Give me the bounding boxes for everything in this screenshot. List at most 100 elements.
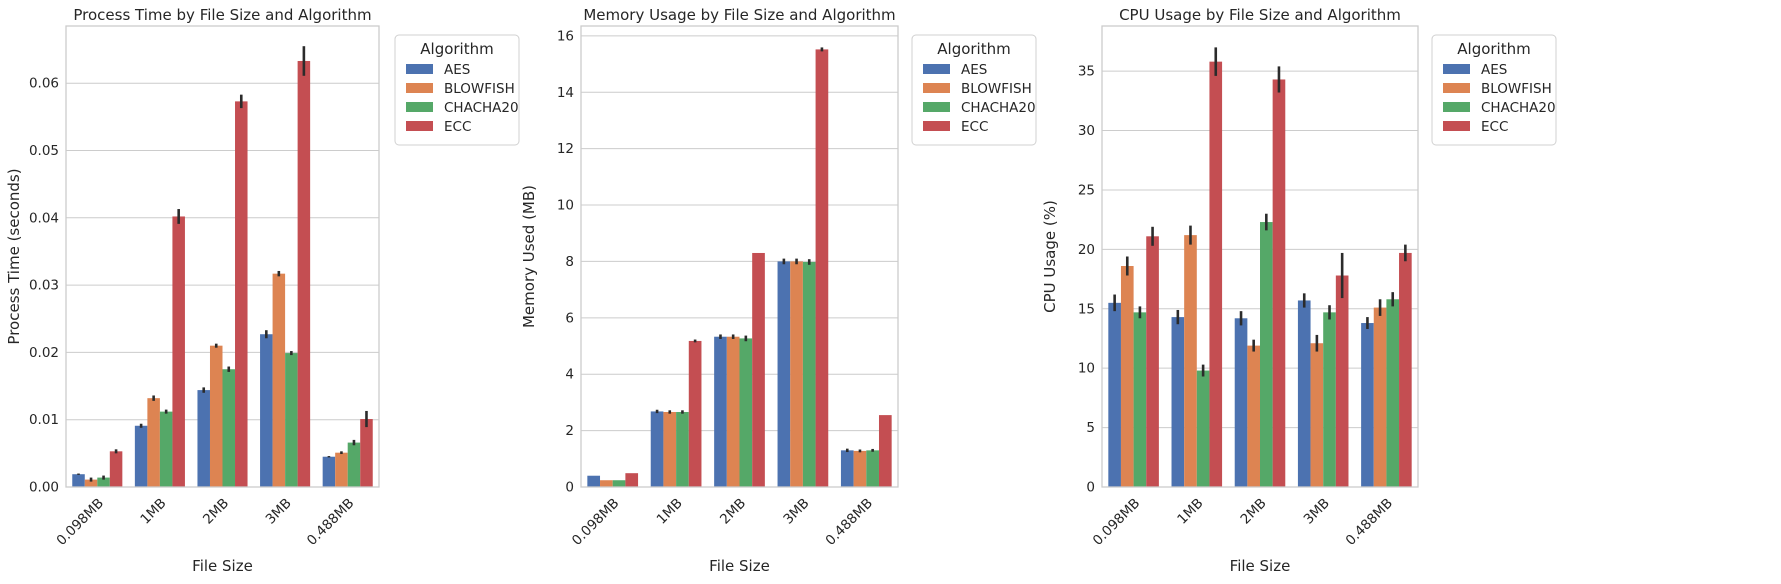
x-tick-label: 1MB [1174,495,1206,527]
legend-swatch-ecc [923,121,950,131]
bar-aes-0.098MB [72,474,85,487]
x-tick-label: 2MB [200,495,232,527]
bar-blowfish-1MB [1184,235,1197,487]
legend-swatch-aes [406,64,433,74]
y-tick-label: 4 [565,367,574,383]
bar-ecc-2MB [752,252,765,487]
x-tick-label: 0.488MB [823,495,876,548]
bar-chacha20-0.488MB [866,450,879,487]
legend-box [911,34,1037,146]
bar-chacha20-3MB [285,353,298,487]
y-tick-label: 10 [1078,361,1095,377]
bar-blowfish-1MB [663,411,677,487]
legend-label-chacha20: CHACHA20 [961,100,1036,116]
legend: Algorithm AES BLOWFISH CHACHA20 ECC [911,34,1037,146]
bar-blowfish-2MB [1247,345,1260,487]
bar-blowfish-0.098MB [600,480,613,487]
y-tick-label: 0.00 [29,480,59,496]
bar-aes-0.098MB [587,475,601,487]
legend-swatch-blowfish [923,83,950,93]
bar-ecc-0.098MB [109,451,123,487]
chart-title: Memory Usage by File Size and Algorithm [583,6,895,24]
bar-blowfish-3MB [272,273,286,487]
x-tick-label: 2MB [1237,495,1269,527]
bar-ecc-2MB [235,101,248,487]
bar-aes-2MB [1234,318,1248,487]
y-tick-label: 0.01 [29,412,59,428]
y-tick-label: 0.05 [29,143,59,159]
x-tick-label: 0.488MB [1343,495,1396,548]
legend-title: Algorithm [937,40,1010,58]
axes-frame [580,25,899,488]
chart-panel-3: 0 5 10 15 20 25 30 35 0.098MB 1MB 2MB 3MB 0.488MB CPU… [1041,6,1557,575]
legend-label-aes: AES [961,62,987,78]
bar-blowfish-2MB [726,336,740,487]
legend-swatch-chacha20 [1443,102,1470,112]
bar-chacha20-0.098MB [97,477,110,487]
bar-aes-1MB [134,425,148,487]
bar-blowfish-3MB [1310,343,1324,487]
chart-panel-1: 0.00 0.01 0.02 0.03 0.04 0.05 0.06 0.098MB 1MB 2M… [5,6,520,575]
bar-ecc-3MB [297,60,311,488]
bar-aes-1MB [1171,317,1185,487]
bar-ecc-1MB [1209,61,1223,488]
x-tick-label: 0.098MB [569,495,622,548]
legend-swatch-aes [1443,64,1470,74]
bar-blowfish-0.098MB [1120,266,1134,487]
y-tick-label: 0.06 [29,76,59,92]
bar-blowfish-2MB [209,345,223,487]
bar-ecc-1MB [688,340,702,487]
y-tick-label: 6 [565,310,574,326]
bar-blowfish-0.488MB [853,450,867,487]
x-tick-label: 0.488MB [304,495,357,548]
legend-swatch-blowfish [1443,83,1470,93]
legend-swatch-ecc [1443,121,1470,131]
bar-aes-2MB [197,390,210,487]
x-axis-label: File Size [192,557,253,575]
bar-blowfish-1MB [147,398,160,487]
x-tick-label: 0.098MB [54,495,107,548]
bar-aes-0.488MB [840,450,854,487]
bar-chacha20-2MB [1260,222,1273,487]
chart-panel-2: 0 2 4 6 8 10 12 14 16 0.098MB 1MB 2MB 3MB 0.488MB Memo… [520,6,1037,575]
bar-ecc-0.488MB [360,419,373,487]
legend-swatch-chacha20 [406,102,433,112]
y-axis-label: Process Time (seconds) [5,168,23,344]
bar-blowfish-0.098MB [84,479,98,487]
y-tick-label: 16 [557,28,574,44]
bar-aes-3MB [777,261,791,487]
y-tick-label: 2 [565,423,574,439]
bar-ecc-0.098MB [1146,236,1159,487]
bar-chacha20-3MB [1323,312,1336,487]
y-tick-label: 8 [565,254,574,270]
y-tick-label: 5 [1086,420,1095,436]
legend-label-chacha20: CHACHA20 [444,100,519,116]
legend-label-blowfish: BLOWFISH [1481,81,1552,97]
y-tick-label: 0 [1086,480,1095,496]
bar-blowfish-0.488MB [335,452,348,487]
legend-label-aes: AES [444,62,470,78]
legend-label-blowfish: BLOWFISH [444,81,515,97]
legend-swatch-blowfish [406,83,433,93]
legend-title: Algorithm [1457,40,1530,58]
x-tick-label: 3MB [263,495,295,527]
legend-swatch-chacha20 [923,102,950,112]
y-tick-label: 25 [1078,182,1095,198]
y-tick-label: 30 [1078,123,1095,139]
bar-aes-3MB [1297,300,1311,487]
x-tick-label: 0.098MB [1090,495,1143,548]
x-axis-label: File Size [1230,557,1291,575]
bar-ecc-1MB [172,216,185,487]
bar-chacha20-0.098MB [1133,312,1147,487]
bar-chacha20-2MB [222,369,236,487]
bar-ecc-3MB [815,49,829,488]
y-axis-label: CPU Usage (%) [1041,200,1059,313]
y-tick-label: 0.03 [29,278,59,294]
y-tick-label: 14 [557,85,574,101]
legend-label-ecc: ECC [444,119,471,135]
bar-chacha20-0.098MB [612,480,626,487]
legend-swatch-aes [923,64,950,74]
chart-title: CPU Usage by File Size and Algorithm [1119,6,1401,24]
x-axis-label: File Size [709,557,770,575]
